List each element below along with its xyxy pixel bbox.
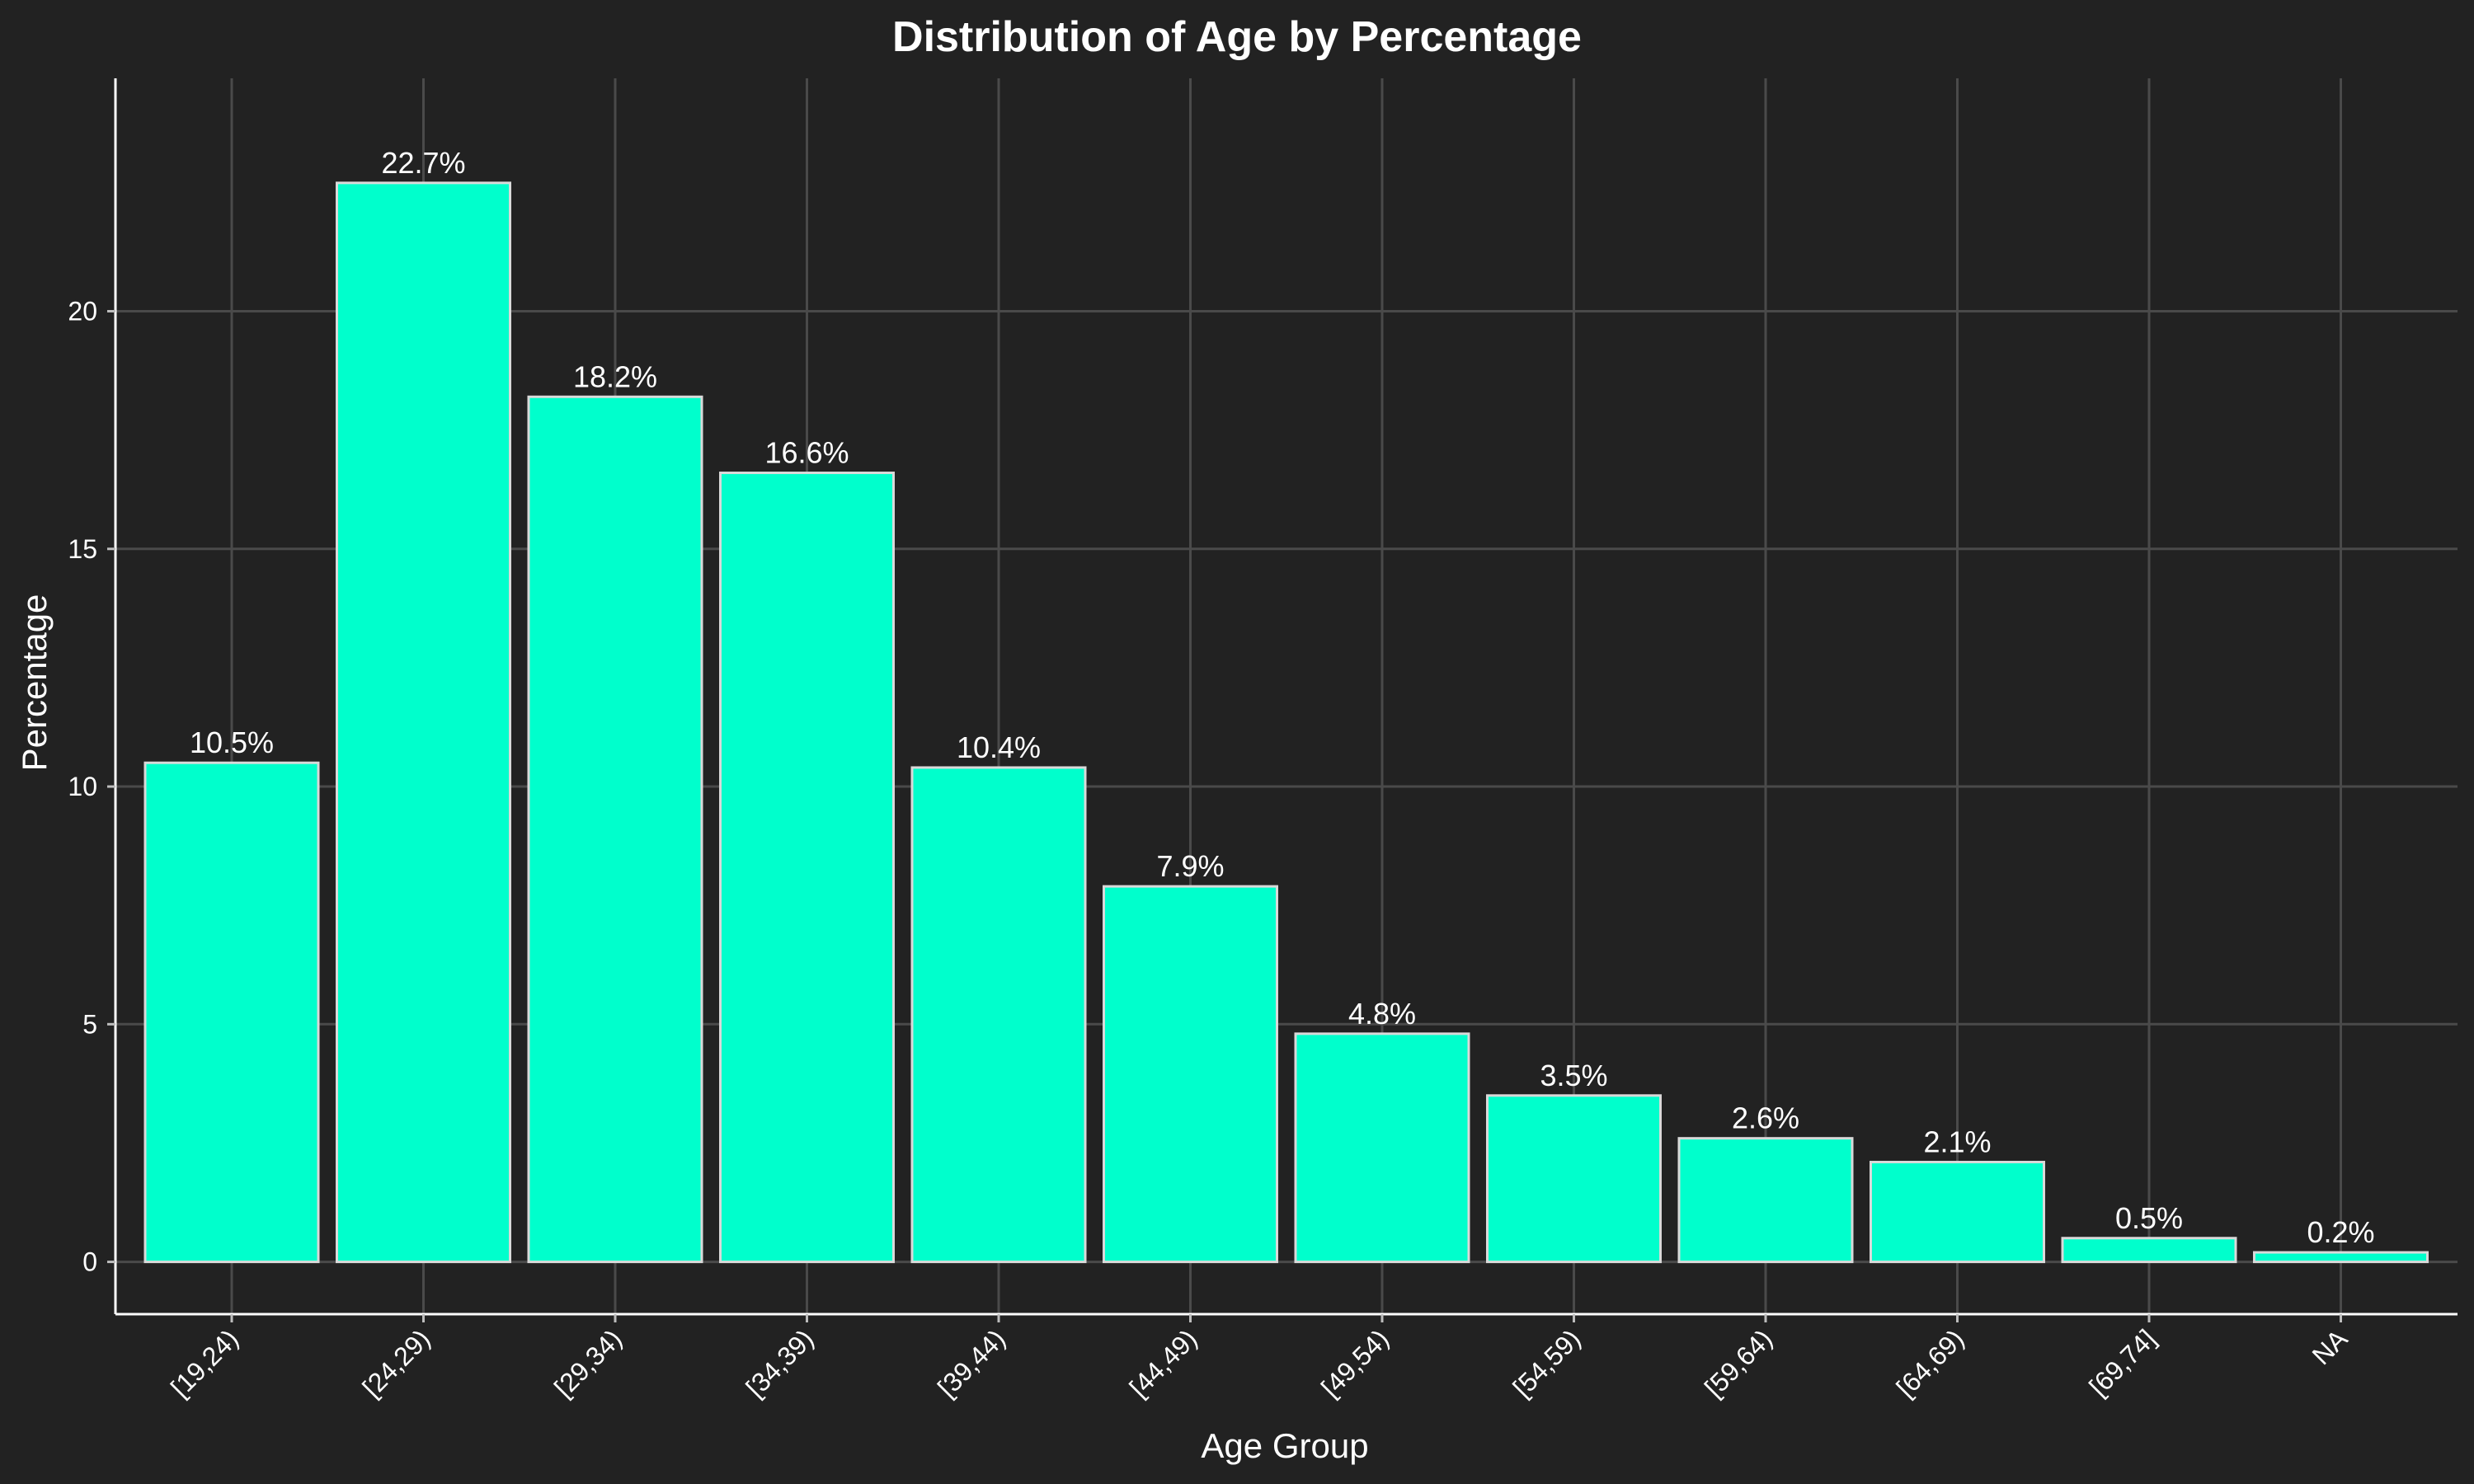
bar-5: [1103, 885, 1278, 1264]
y-axis-title: Percentage: [15, 594, 54, 772]
x-tick-label-11: NA: [2307, 1323, 2354, 1370]
bar-0: [143, 761, 320, 1264]
x-tick-label-10: [69,74]: [2083, 1323, 2161, 1402]
x-tick-label-2: [29,34): [548, 1323, 628, 1402]
bar-8: [1677, 1137, 1854, 1264]
data-label-5: 7.9%: [1156, 849, 1224, 883]
axes-layer: [114, 78, 2458, 1316]
y-tick-label-15: 15: [68, 534, 97, 564]
data-label-7: 3.5%: [1540, 1059, 1607, 1092]
x-axis-title: Age Group: [1201, 1426, 1368, 1465]
data-label-10: 0.5%: [2115, 1201, 2183, 1235]
x-tick-label-6: [49,54): [1315, 1323, 1395, 1402]
data-label-0: 10.5%: [190, 726, 274, 759]
bar-11: [2253, 1251, 2429, 1264]
y-tick-label-5: 5: [82, 1009, 97, 1039]
bar-9: [1870, 1161, 2045, 1264]
x-tick-label-1: [24,29): [357, 1323, 436, 1402]
bar-4: [910, 766, 1087, 1264]
bar-3: [719, 472, 895, 1264]
x-tick-label-5: [44,49): [1124, 1323, 1203, 1402]
bar-1: [336, 181, 511, 1264]
y-tick-label-20: 20: [68, 297, 97, 326]
y-tick-label-10: 10: [68, 772, 97, 801]
data-label-3: 16.6%: [764, 436, 849, 470]
data-label-11: 0.2%: [2307, 1215, 2374, 1249]
bar-10: [2061, 1237, 2237, 1264]
x-tick-label-7: [54,59): [1507, 1323, 1587, 1402]
bars-layer: [143, 181, 2429, 1264]
bar-7: [1486, 1094, 1662, 1264]
x-tick-label-0: [19,24): [165, 1323, 244, 1402]
data-label-8: 2.6%: [1732, 1101, 1799, 1135]
bar-2: [527, 395, 703, 1264]
x-tick-label-8: [59,64): [1699, 1323, 1778, 1402]
y-tick-label-0: 0: [82, 1247, 97, 1277]
data-labels-layer: 10.5% 22.7% 18.2% 16.6% 10.4% 7.9% 4.8% 3.5% 2.6…: [190, 146, 2375, 1249]
data-label-6: 4.8%: [1348, 997, 1416, 1031]
x-tick-label-9: [64,69): [1891, 1323, 1970, 1402]
data-label-4: 10.4%: [957, 730, 1041, 764]
x-tick-label-4: [39,44): [932, 1323, 1011, 1402]
data-label-2: 18.2%: [573, 359, 657, 393]
chart-title: Distribution of Age by Percentage: [892, 13, 1582, 61]
bar-6: [1294, 1032, 1470, 1264]
data-label-1: 22.7%: [381, 146, 465, 180]
data-label-9: 2.1%: [1923, 1125, 1991, 1159]
x-tick-label-3: [34,39): [741, 1323, 820, 1402]
